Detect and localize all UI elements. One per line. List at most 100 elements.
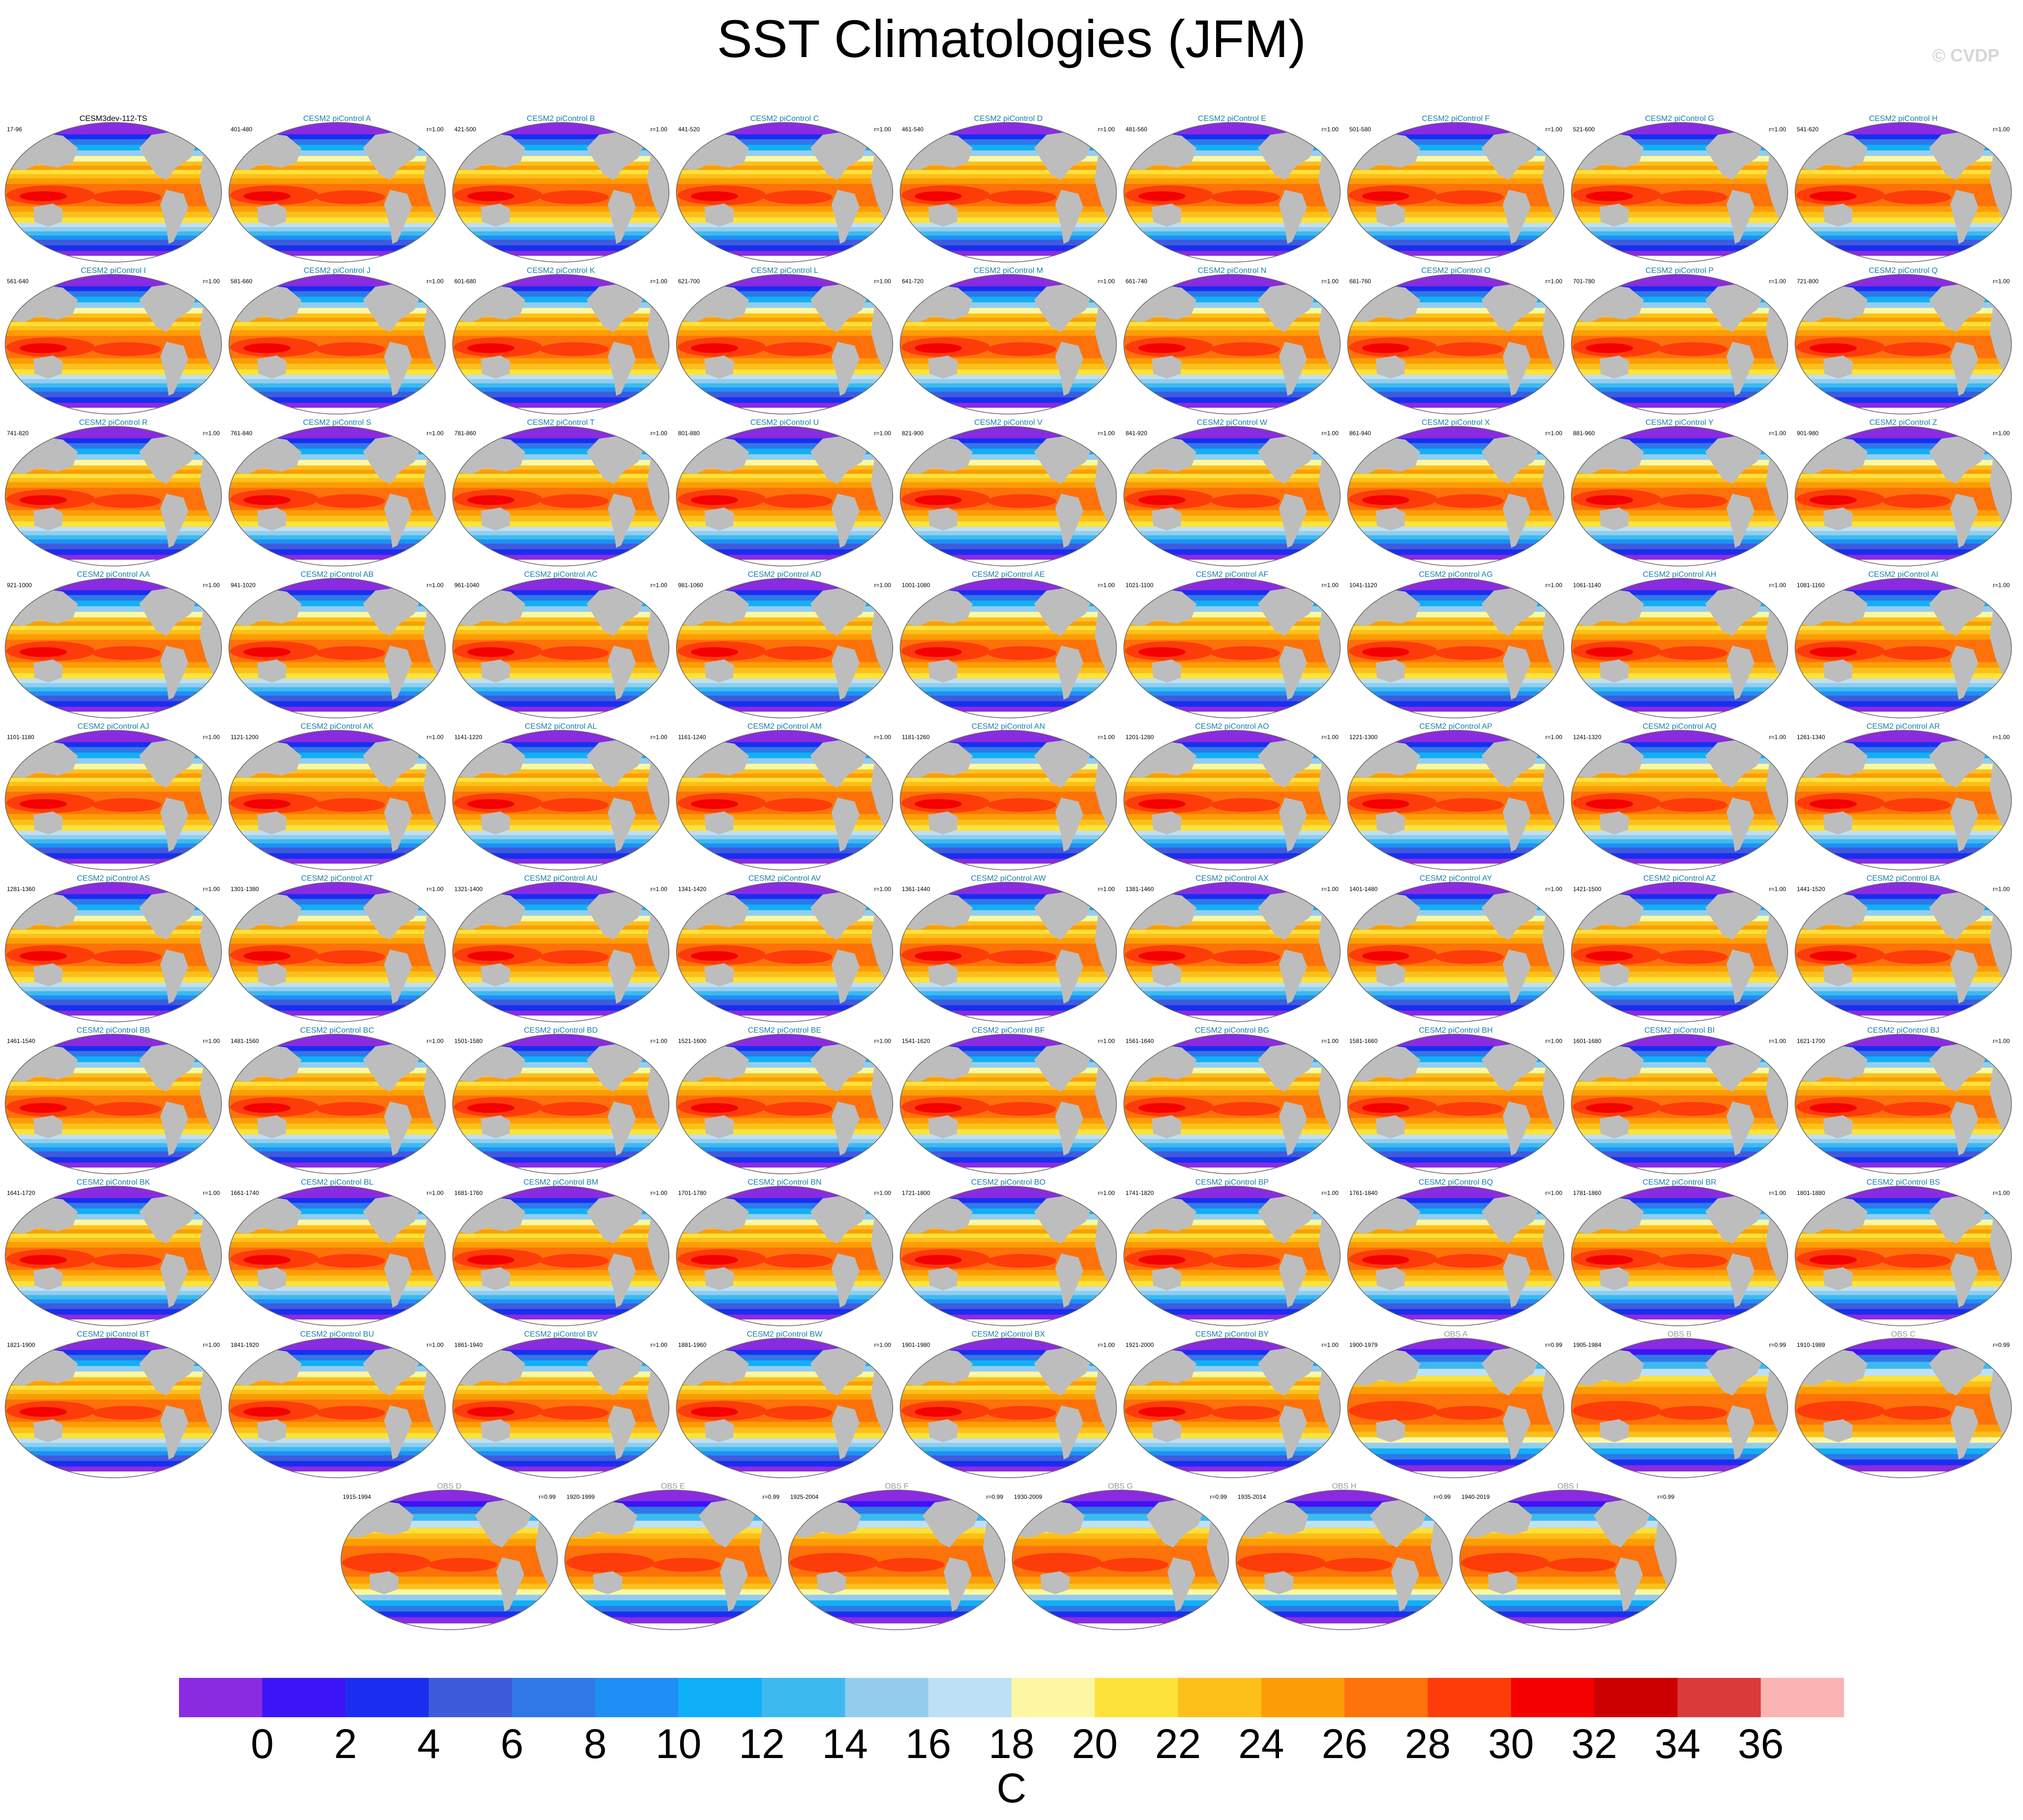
panel-years: 1901-1980 xyxy=(902,1342,930,1348)
panel-correlation: r=1.00 xyxy=(1769,1038,1786,1044)
panel-title: CESM2 piControl AU xyxy=(524,874,598,883)
map-panel: CESM2 piControl I 561-640 r=1.00 xyxy=(4,266,223,415)
panel-years: 1201-1280 xyxy=(1126,734,1154,741)
panel-years: 721-800 xyxy=(1797,278,1819,285)
panel-correlation: r=1.00 xyxy=(874,582,891,589)
map-panel: CESM2 piControl BM 1681-1760 r=1.00 xyxy=(451,1178,670,1326)
panel-years: 421-500 xyxy=(454,126,476,133)
map-panel: OBS G 1930-2009 r=0.99 xyxy=(1011,1482,1230,1630)
map-panel: CESM2 piControl AY 1401-1480 r=1.00 xyxy=(1346,874,1565,1022)
map-panel: CESM2 piControl AU 1321-1400 r=1.00 xyxy=(451,874,670,1022)
panel-correlation: r=1.00 xyxy=(874,430,891,437)
panel-years: 701-780 xyxy=(1573,278,1595,285)
map-panel: CESM2 piControl F 501-580 r=1.00 xyxy=(1346,114,1565,263)
panel-correlation: r=1.00 xyxy=(203,278,220,285)
panel-title: CESM2 piControl C xyxy=(750,115,819,123)
map-panel: OBS A 1900-1979 r=0.99 xyxy=(1346,1330,1565,1478)
sst-map xyxy=(1123,122,1341,263)
sst-map xyxy=(4,730,222,870)
colorbar xyxy=(179,1678,1844,1717)
panel-correlation: r=1.00 xyxy=(1545,1038,1562,1044)
map-panel: CESM2 piControl AB 941-1020 r=1.00 xyxy=(228,570,446,718)
colorbar-swatch xyxy=(1594,1678,1678,1717)
panel-title: CESM2 piControl Z xyxy=(1869,418,1937,427)
sst-map xyxy=(228,122,446,263)
map-panel: CESM2 piControl BW 1881-1960 r=1.00 xyxy=(675,1330,894,1478)
panel-correlation: r=0.99 xyxy=(1433,1493,1451,1500)
panel-title: CESM2 piControl AN xyxy=(971,722,1045,731)
panel-years: 1761-1840 xyxy=(1349,1190,1378,1196)
map-panel: CESM2 piControl D 461-540 r=1.00 xyxy=(899,114,1118,263)
panel-title: CESM2 piControl BC xyxy=(300,1026,374,1035)
sst-map xyxy=(1347,1034,1565,1174)
panel-correlation: r=0.99 xyxy=(1993,1342,2010,1348)
panel-correlation: r=1.00 xyxy=(1993,582,2010,589)
panel-years: 1041-1120 xyxy=(1349,582,1377,589)
panel-correlation: r=1.00 xyxy=(1098,430,1115,437)
colorbar-tick-label: 32 xyxy=(1571,1721,1617,1767)
panel-years: 1161-1240 xyxy=(678,734,706,741)
panel-title: CESM2 piControl AR xyxy=(1866,722,1940,731)
map-panel: CESM2 piControl AS 1281-1360 r=1.00 xyxy=(4,874,223,1022)
colorbar-tick-label: 30 xyxy=(1488,1721,1534,1767)
map-panel: CESM2 piControl AO 1201-1280 r=1.00 xyxy=(1123,722,1341,870)
panel-years: 681-760 xyxy=(1349,278,1371,285)
sst-map xyxy=(899,1034,1117,1174)
sst-map xyxy=(1571,1034,1788,1174)
map-panel: CESM2 piControl AF 1021-1100 r=1.00 xyxy=(1123,570,1341,718)
panel-correlation: r=1.00 xyxy=(874,278,891,285)
sst-map xyxy=(676,426,893,567)
map-panel: CESM2 piControl AI 1081-1160 r=1.00 xyxy=(1794,570,2013,718)
map-panel: CESM2 piControl BI 1601-1680 r=1.00 xyxy=(1570,1026,1789,1174)
panel-correlation: r=1.00 xyxy=(1545,278,1562,285)
sst-map xyxy=(1571,426,1788,567)
panel-title: CESM2 piControl M xyxy=(973,267,1043,275)
panel-title: CESM2 piControl AM xyxy=(747,722,822,731)
map-panel: CESM2 piControl AE 1001-1080 r=1.00 xyxy=(899,570,1118,718)
sst-map xyxy=(676,274,893,415)
panel-title: CESM2 piControl AZ xyxy=(1643,874,1716,883)
panel-title: OBS A xyxy=(1444,1330,1468,1339)
sst-map xyxy=(1794,578,2012,718)
colorbar-swatch xyxy=(262,1678,346,1717)
sst-map xyxy=(1347,578,1565,718)
sst-map xyxy=(1794,274,2012,415)
colorbar-tick-label: 8 xyxy=(584,1721,607,1767)
map-panel: CESM2 piControl AJ 1101-1180 r=1.00 xyxy=(4,722,223,870)
panel-correlation: r=1.00 xyxy=(1545,430,1562,437)
sst-map xyxy=(4,1186,222,1326)
panel-correlation: r=1.00 xyxy=(874,734,891,741)
map-panel: CESM2 piControl AQ 1241-1320 r=1.00 xyxy=(1570,722,1789,870)
panel-title: CESM2 piControl Y xyxy=(1645,418,1714,427)
sst-map xyxy=(1347,730,1565,870)
panel-title: CESM2 piControl AT xyxy=(301,874,373,883)
colorbar-swatch xyxy=(428,1678,512,1717)
panel-correlation: r=0.99 xyxy=(538,1493,556,1500)
map-panel: CESM2 piControl BG 1561-1640 r=1.00 xyxy=(1123,1026,1341,1174)
panel-title: CESM2 piControl BQ xyxy=(1418,1178,1493,1187)
panel-correlation: r=0.99 xyxy=(1657,1493,1674,1500)
panel-title: CESM2 piControl X xyxy=(1422,418,1490,427)
panel-title: CESM2 piControl BY xyxy=(1195,1330,1269,1339)
colorbar-unit: C xyxy=(996,1765,1027,1811)
colorbar-tick-label: 2 xyxy=(334,1721,357,1767)
colorbar-swatch xyxy=(1344,1678,1428,1717)
panel-correlation: r=0.99 xyxy=(1769,1342,1786,1348)
map-panel: CESM2 piControl K 601-680 r=1.00 xyxy=(451,266,670,415)
colorbar-tick-label: 20 xyxy=(1071,1721,1118,1767)
panel-correlation: r=1.00 xyxy=(203,886,220,893)
panel-correlation: r=1.00 xyxy=(1993,886,2010,893)
sst-map xyxy=(4,274,222,415)
sst-map xyxy=(676,882,893,1022)
sst-map xyxy=(1571,122,1788,263)
panel-years: 1910-1989 xyxy=(1797,1342,1825,1348)
map-panel: CESM2 piControl T 781-860 r=1.00 xyxy=(451,418,670,567)
sst-map xyxy=(899,426,1117,567)
panel-title: CESM2 piControl P xyxy=(1645,267,1714,275)
sst-map xyxy=(788,1490,1006,1630)
colorbar-tick-label: 28 xyxy=(1404,1721,1451,1767)
panel-correlation: r=1.00 xyxy=(1098,734,1115,741)
colorbar-tick-label: 6 xyxy=(500,1721,524,1767)
map-panel: CESM2 piControl BU 1841-1920 r=1.00 xyxy=(228,1330,446,1478)
panel-years: 621-700 xyxy=(678,278,700,285)
